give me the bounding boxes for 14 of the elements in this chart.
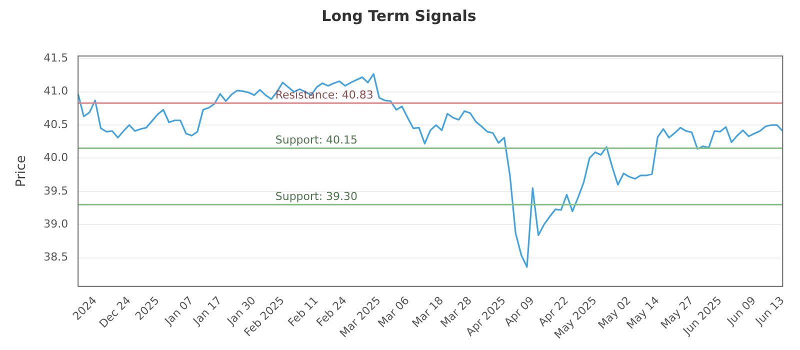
y-tick-label: 39.5 [44, 184, 68, 198]
y-tick-label: 40.5 [44, 118, 68, 131]
ref-line-label: Resistance: 40.83 [275, 88, 374, 102]
y-tick-label: 41.5 [44, 52, 68, 65]
x-tick-label: Jan 17 [190, 294, 224, 328]
y-axis-title: Price [14, 155, 30, 188]
x-tick-label: Dec 24 [96, 294, 134, 331]
ref-line-label: Support: 40.15 [275, 134, 358, 147]
chart-title: Long Term Signals [322, 6, 476, 25]
y-tick-label: 38.5 [44, 250, 68, 264]
y-tick-label: 39.0 [44, 217, 68, 230]
ref-line-label: Support: 39.30 [275, 190, 358, 204]
y-tick-label: 41.0 [44, 84, 68, 98]
y-tick-label: 40.0 [44, 151, 68, 164]
